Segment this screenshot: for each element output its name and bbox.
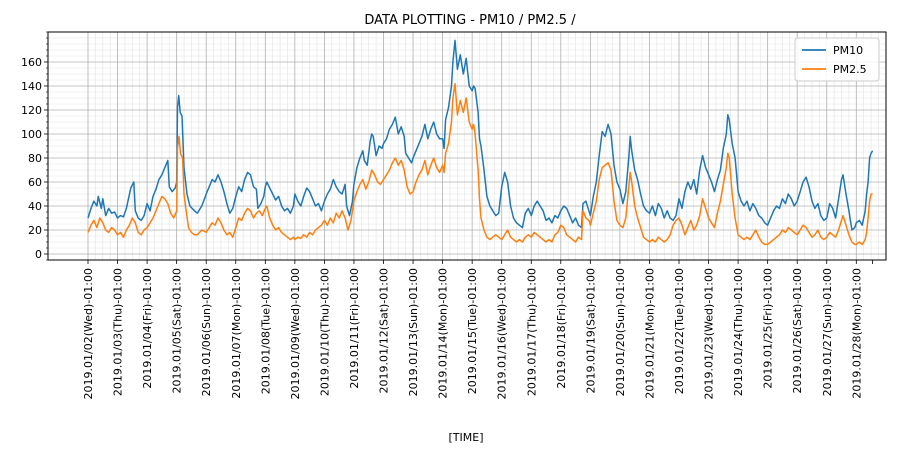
x-tick-label: 2019.01/04(Fri)-01:00: [141, 268, 154, 389]
x-tick-label: 2019.01/13(Sun)-01:00: [407, 268, 420, 396]
y-tick-label: 120: [21, 104, 42, 117]
y-tick-label: 40: [28, 200, 42, 213]
x-tick-label: 2019.01/03(Thu)-01:00: [112, 268, 125, 396]
y-tick-label: 100: [21, 128, 42, 141]
x-tick-label: 2019.01/22(Tue)-01:00: [673, 268, 686, 394]
series-layer: [87, 39, 874, 246]
y-tick-label: 160: [21, 56, 42, 69]
legend-label: PM10: [833, 44, 863, 57]
x-tick-label: 2019.01/15(Tue)-01:00: [466, 268, 479, 394]
y-tick-label: 60: [28, 176, 42, 189]
y-tick-label: 140: [21, 80, 42, 93]
x-tick-label: 2019.01/23(Wed)-01:00: [703, 268, 716, 399]
x-tick-label: 2019.01/27(Sun)-01:00: [821, 268, 834, 396]
legend: PM10 PM2.5: [794, 37, 880, 82]
x-tick-label: 2019.01/21(Mon)-01:00: [643, 268, 656, 399]
major-grid: [48, 32, 886, 260]
legend-label: PM2.5: [833, 63, 867, 76]
x-tick-label: 2019.01/10(Thu)-01:00: [318, 268, 331, 396]
x-tick-label: 2019.01/02(Wed)-01:00: [82, 268, 95, 399]
series-line-pm25: [87, 82, 873, 246]
y-tick-label: 0: [35, 248, 42, 261]
x-tick-label: 2019.01/17(Thu)-01:00: [525, 268, 538, 396]
x-tick-label: 2019.01/12(Sat)-01:00: [378, 268, 391, 393]
x-axis: 2019.01/02(Wed)-01:00 2019.01/03(Thu)-01:…: [82, 260, 873, 399]
x-tick-label: 2019.01/19(Sat)-01:00: [584, 268, 597, 393]
x-tick-label: 2019.01/26(Sat)-01:00: [791, 268, 804, 393]
x-tick-label: 2019.01/24(Thu)-01:00: [732, 268, 745, 396]
x-tick-label: 2019.01/05(Sat)-01:00: [171, 268, 184, 393]
x-tick-label: 2019.01/16(Wed)-01:00: [496, 268, 509, 399]
x-tick-label: 2019.01/28(Mon)-01:00: [850, 268, 863, 399]
y-axis: 0 20 40 60 80 100 120 140 160: [21, 31, 48, 261]
y-tick-label: 20: [28, 224, 42, 237]
series-line-pm10: [87, 39, 874, 231]
chart-title: DATA PLOTTING - PM10 / PM2.5 /: [364, 13, 576, 28]
x-tick-label: 2019.01/08(Tue)-01:00: [259, 268, 272, 394]
x-tick-label: 2019.01/06(Sun)-01:00: [200, 268, 213, 396]
x-tick-label: 2019.01/25(Fri)-01:00: [762, 268, 775, 389]
x-tick-label: 2019.01/07(Mon)-01:00: [230, 268, 243, 399]
legend-box: [794, 37, 880, 82]
x-tick-label: 2019.01/09(Wed)-01:00: [289, 268, 302, 399]
x-tick-label: 2019.01/11(Fri)-01:00: [348, 268, 361, 389]
y-tick-label: 80: [28, 152, 42, 165]
x-tick-label: 2019.01/18(Fri)-01:00: [555, 268, 568, 389]
x-axis-label: [TIME]: [449, 431, 484, 444]
x-tick-label: 2019.01/20(Sun)-01:00: [614, 268, 627, 396]
x-tick-label: 2019.01/14(Mon)-01:00: [437, 268, 450, 399]
